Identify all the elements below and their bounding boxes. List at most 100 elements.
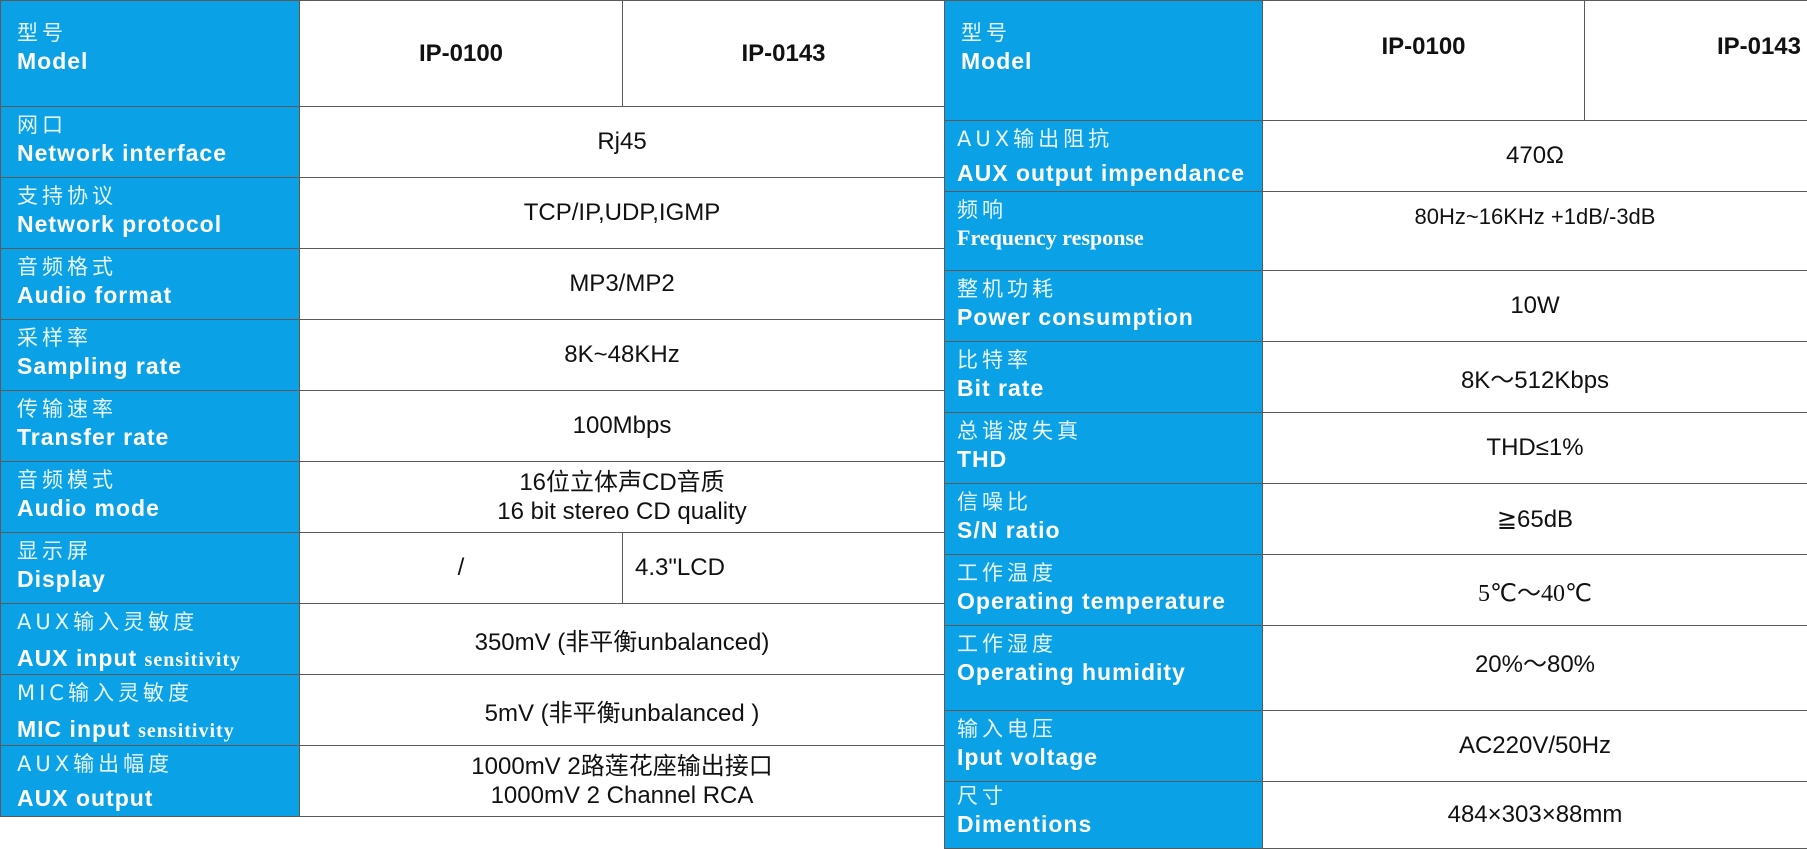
row-value: TCP/IP,UDP,IGMP [300, 178, 945, 249]
label-zh: 音频格式 [17, 253, 299, 281]
label-zh: 型号 [961, 19, 1262, 47]
label-en: Display [17, 565, 299, 593]
table-row: 型号 Model IP-0100 IP-0143 [945, 1, 1807, 121]
label-en: Transfer rate [17, 423, 299, 451]
row-label: MIC输入灵敏度 MIC input sensitivity [1, 675, 300, 746]
label-zh: 采样率 [17, 324, 299, 352]
row-value: Rj45 [300, 107, 945, 178]
row-value: 10W [1263, 271, 1807, 342]
label-en: AUX input sensitivity [17, 644, 299, 674]
value-line-zh: 1000mV 2路莲花座输出接口 [300, 752, 944, 781]
model-col-2: IP-0143 [623, 1, 945, 107]
row-label: 型号 Model [945, 1, 1263, 121]
row-value: 484×303×88mm [1263, 782, 1807, 849]
label-zh: 频响 [957, 196, 1262, 224]
label-zh: 总谐波失真 [957, 417, 1262, 445]
model-col-1: IP-0100 [1263, 1, 1585, 121]
value-col-2: 4.3"LCD [623, 533, 945, 604]
table-row: MIC输入灵敏度 MIC input sensitivity 5mV (非平衡un… [1, 675, 945, 746]
label-zh: 音频模式 [17, 466, 299, 494]
value-line-en: 16 bit stereo CD quality [300, 497, 944, 526]
row-value: 8K～512Kbps [1263, 342, 1807, 413]
model-col-2: IP-0143 [1585, 1, 1807, 121]
label-zh: AUX输出阻抗 [957, 125, 1262, 153]
row-value: 8K~48KHz [300, 320, 945, 391]
label-zh: 型号 [17, 19, 299, 47]
label-en: Operating temperature [957, 587, 1262, 615]
label-en: Operating humidity [957, 658, 1262, 686]
row-label: 型号 Model [1, 1, 300, 107]
table-row: AUX输入灵敏度 AUX input sensitivity 350mV (非平衡… [1, 604, 945, 675]
row-value: 20%～80% [1263, 626, 1807, 711]
row-value: AC220V/50Hz [1263, 711, 1807, 782]
label-en: Network interface [17, 139, 299, 167]
spec-table: 型号 Model IP-0100 IP-0143 AUX输出阻抗 AUX outp… [944, 0, 1807, 849]
label-en: Audio mode [17, 494, 299, 522]
label-zh: 信噪比 [957, 488, 1262, 516]
label-zh: AUX输出幅度 [17, 750, 299, 778]
label-zh: MIC输入灵敏度 [17, 679, 299, 707]
label-en: Dimentions [957, 810, 1262, 838]
label-en: Iput voltage [957, 743, 1262, 771]
row-value: 5℃～40℃ [1263, 555, 1807, 626]
label-en-small: sensitivity [138, 720, 235, 742]
label-en: Model [17, 47, 299, 75]
row-value: THD≤1% [1263, 413, 1807, 484]
label-zh: 工作温度 [957, 559, 1262, 587]
value-text: 4.3"LCD [635, 554, 725, 581]
label-zh: 尺寸 [957, 782, 1262, 810]
table-row: 型号 Model IP-0100 IP-0143 [1, 1, 945, 107]
row-value: 470Ω [1263, 121, 1807, 192]
label-en: MIC input sensitivity [17, 715, 299, 745]
label-en: THD [957, 445, 1262, 473]
label-en: Power consumption [957, 303, 1262, 331]
spec-table-right: 型号 Model IP-0100 IP-0143 AUX输出阻抗 AUX outp… [944, 0, 1807, 849]
label-en: AUX output [17, 784, 299, 812]
label-en: AUX output impendance [957, 159, 1262, 187]
label-en: S/N ratio [957, 516, 1262, 544]
label-en: Sampling rate [17, 352, 299, 380]
label-zh: 支持协议 [17, 182, 299, 210]
row-value: 350mV (非平衡unbalanced) [300, 604, 945, 675]
value-col-1: / [300, 533, 623, 604]
label-en: Bit rate [957, 374, 1262, 402]
label-zh: 网口 [17, 111, 299, 139]
row-label: AUX输入灵敏度 AUX input sensitivity [1, 604, 300, 675]
row-value: 5mV (非平衡unbalanced ) [300, 675, 945, 746]
row-value: ≧65dB [1263, 484, 1807, 555]
label-en: Model [961, 47, 1262, 75]
label-zh: AUX输入灵敏度 [17, 608, 299, 636]
value-line-zh: 16位立体声CD音质 [300, 468, 944, 497]
label-en-small: sensitivity [145, 649, 242, 671]
row-label: AUX输出阻抗 AUX output impendance [945, 121, 1263, 192]
label-zh: 整机功耗 [957, 275, 1262, 303]
label-en-main: AUX input [17, 645, 137, 671]
label-en: Frequency response [957, 224, 1262, 252]
